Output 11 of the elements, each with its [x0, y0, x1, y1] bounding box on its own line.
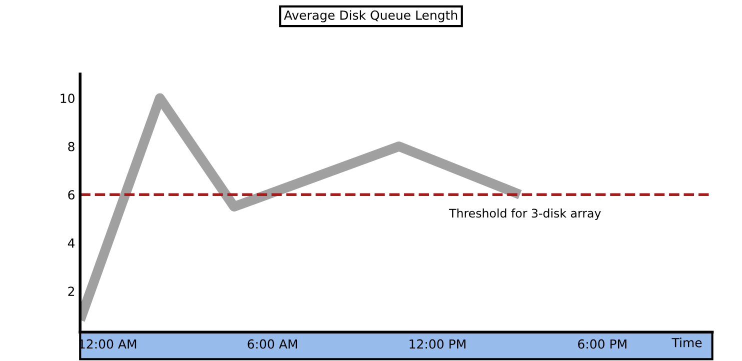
y-tick-label: 8 — [68, 142, 74, 152]
chart-title: Average Disk Queue Length — [284, 10, 458, 22]
x-tick-label: 12:00 PM — [410, 339, 466, 349]
y-tick-label: 6 — [68, 190, 74, 200]
y-tick-label: 4 — [68, 238, 75, 248]
x-tick-label: 6:00 PM — [578, 339, 626, 349]
x-tick-label: 6:00 AM — [248, 339, 298, 349]
ref-line-label: Threshold for 3-disk array — [449, 208, 601, 220]
y-tick-label: 10 — [60, 94, 74, 104]
x-axis-title: Time — [672, 338, 702, 348]
y-tick-label: 2 — [68, 286, 74, 296]
